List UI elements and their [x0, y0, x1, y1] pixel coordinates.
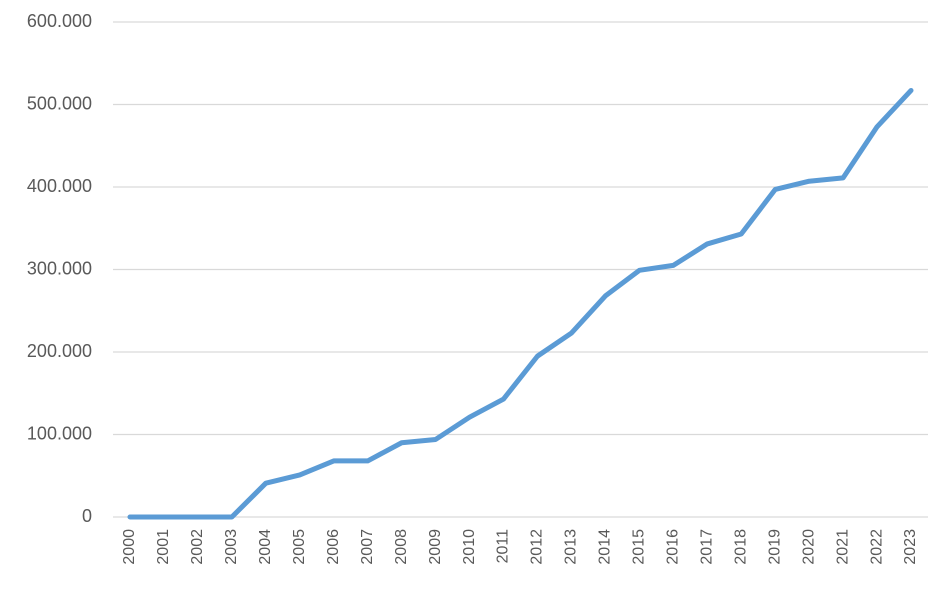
- x-tick-label: 2023: [902, 529, 919, 565]
- x-tick-label: 2011: [495, 529, 512, 564]
- x-tick-label: 2000: [121, 529, 138, 565]
- y-tick-label: 500.000: [27, 93, 92, 113]
- x-tick-label: 2007: [359, 529, 376, 565]
- y-tick-label: 200.000: [27, 341, 92, 361]
- y-tick-label: 400.000: [27, 176, 92, 196]
- y-tick-label: 300.000: [27, 258, 92, 278]
- x-tick-label: 2001: [155, 529, 172, 565]
- x-tick-label: 2006: [325, 529, 342, 565]
- x-tick-label: 2012: [529, 529, 546, 565]
- x-tick-label: 2016: [665, 529, 682, 565]
- x-tick-label: 2013: [563, 529, 580, 565]
- y-tick-label: 0: [82, 506, 92, 526]
- y-tick-label: 600.000: [27, 11, 92, 31]
- x-tick-label: 2002: [189, 529, 206, 565]
- x-tick-label: 2010: [461, 529, 478, 565]
- x-tick-label: 2021: [834, 529, 851, 565]
- x-tick-label: 2019: [766, 529, 783, 565]
- x-tick-label: 2018: [732, 529, 749, 565]
- x-tick-label: 2017: [698, 529, 715, 565]
- x-tick-label: 2005: [291, 529, 308, 565]
- x-tick-label: 2003: [223, 529, 240, 565]
- y-tick-label: 100.000: [27, 423, 92, 443]
- x-tick-label: 2004: [257, 529, 274, 565]
- x-tick-label: 2008: [393, 529, 410, 565]
- x-tick-label: 2022: [868, 529, 885, 565]
- x-tick-label: 2020: [800, 529, 817, 565]
- x-tick-label: 2014: [597, 529, 614, 565]
- x-tick-label: 2009: [427, 529, 444, 565]
- x-tick-label: 2015: [631, 529, 648, 565]
- data-line: [127, 87, 914, 520]
